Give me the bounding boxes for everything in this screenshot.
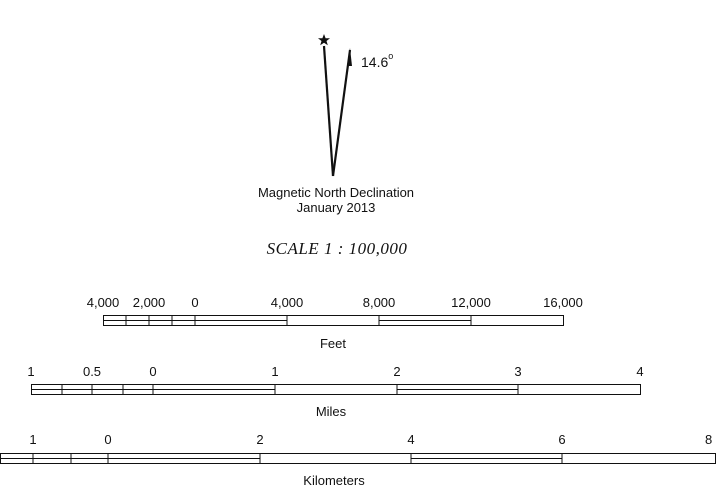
scale-miles-tick-label: 0.5 bbox=[82, 364, 102, 379]
scale-km-tick-label: 8 bbox=[705, 432, 713, 447]
declination-angle: 14.6o bbox=[361, 51, 394, 70]
scale-km-tick-label: 6 bbox=[558, 432, 566, 447]
star-icon bbox=[318, 34, 330, 46]
scale-miles-unit-label: Miles bbox=[315, 404, 347, 419]
half-arrow-icon bbox=[347, 48, 352, 66]
scale-miles-tick-label: 4 bbox=[636, 364, 644, 379]
magnetic-north-line bbox=[331, 49, 352, 177]
degree-symbol: o bbox=[388, 51, 394, 61]
scale-miles-tick-label: 1 bbox=[27, 364, 35, 379]
scale-miles-tick-label: 2 bbox=[393, 364, 401, 379]
scale-feet-tick-label: 4,000 bbox=[86, 295, 120, 310]
scale-miles-tick-label: 0 bbox=[149, 364, 157, 379]
scale-km-tick-label: 1 bbox=[29, 432, 37, 447]
scale-km-tick-label: 2 bbox=[256, 432, 264, 447]
scale-feet-tick-label: 4,000 bbox=[270, 295, 304, 310]
scale-km-tick-label: 0 bbox=[104, 432, 112, 447]
scale-feet-tick-label: 2,000 bbox=[132, 295, 166, 310]
scale-title: SCALE 1 : 100,000 bbox=[266, 239, 408, 258]
scale-km-tick-label: 4 bbox=[407, 432, 415, 447]
scale-km-unit-label: Kilometers bbox=[303, 473, 365, 488]
scale-miles-tick-label: 3 bbox=[514, 364, 522, 379]
true-north-line bbox=[322, 45, 335, 177]
scale-feet-tick-label: 8,000 bbox=[362, 295, 396, 310]
declination-date: January 2013 bbox=[296, 200, 376, 215]
scale-feet-unit-label: Feet bbox=[319, 336, 347, 351]
scale-miles-tick-label: 1 bbox=[271, 364, 279, 379]
scale-feet-tick-label: 12,000 bbox=[451, 295, 491, 310]
scale-feet-tick-label: 0 bbox=[191, 295, 199, 310]
declination-caption: Magnetic North Declination bbox=[257, 185, 415, 200]
scale-feet-tick-label: 16,000 bbox=[543, 295, 583, 310]
